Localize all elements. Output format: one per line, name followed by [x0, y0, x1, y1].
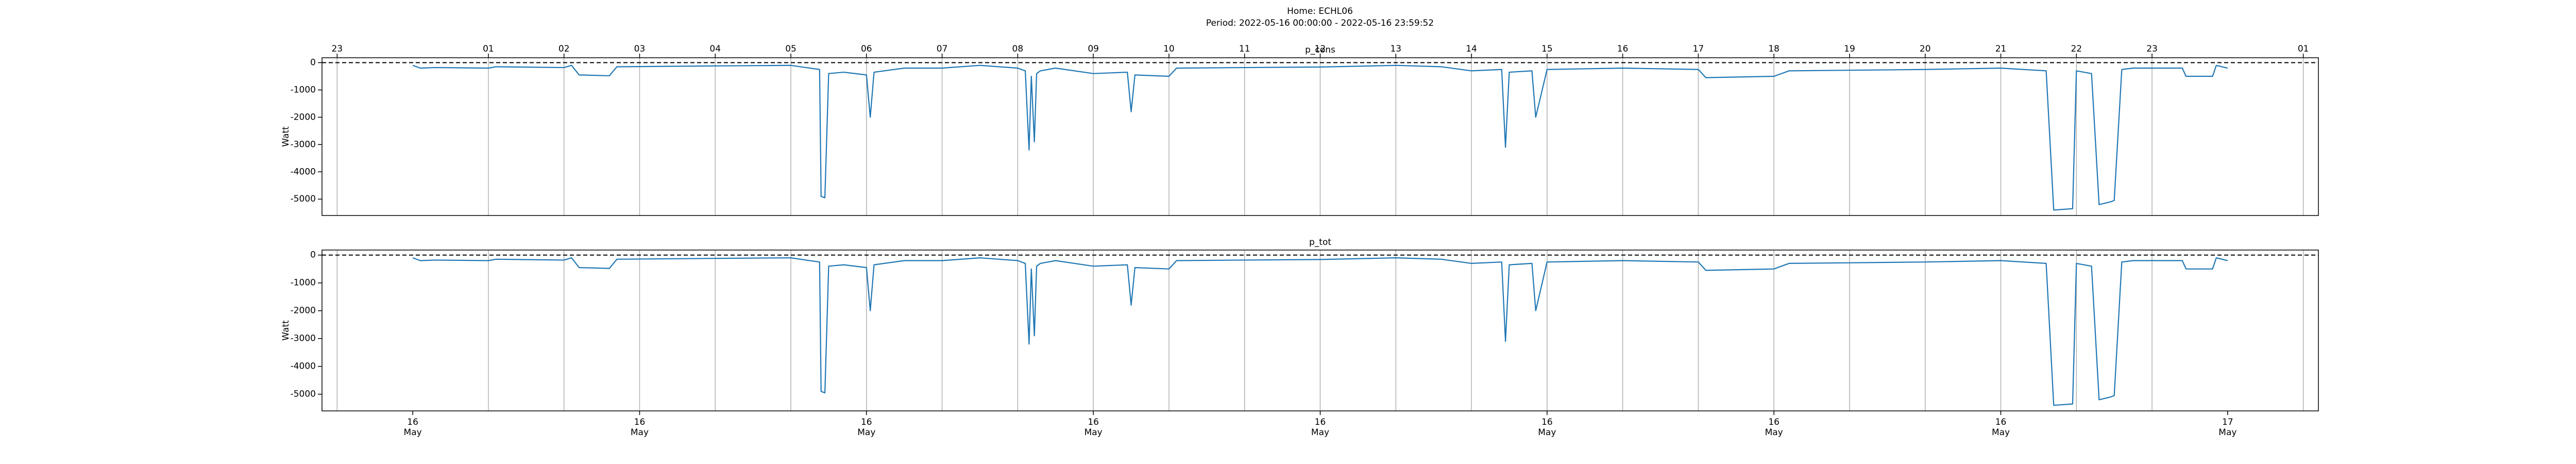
x2-tick-label: 07 — [937, 44, 948, 54]
y-tick-label: -4000 — [291, 361, 316, 372]
x-tick-label: 16 May — [1538, 417, 1556, 438]
x-tick-label: 16 May — [1991, 417, 2010, 438]
data-line — [412, 257, 2228, 406]
y-tick-label: -5000 — [291, 194, 316, 204]
x2-tick-label: 06 — [861, 44, 872, 54]
panel-title: p_cons — [1305, 45, 1335, 55]
panel-title: p_tot — [1309, 237, 1331, 247]
x2-tick-label: 21 — [1995, 44, 2007, 54]
x-tick-label: 16 May — [403, 417, 422, 438]
x2-tick-label: 13 — [1390, 44, 1401, 54]
data-line — [412, 64, 2228, 211]
plot-frame — [321, 250, 2319, 411]
x2-tick-label: 05 — [785, 44, 796, 54]
x2-tick-label: 23 — [332, 44, 343, 54]
y-tick-label: -3000 — [291, 334, 316, 344]
x-tick-label: 16 May — [1311, 417, 1330, 438]
y-tick-label: -3000 — [291, 139, 316, 150]
x2-tick-label: 04 — [709, 44, 721, 54]
y-tick-label: -1000 — [291, 85, 316, 95]
x-tick-label: 16 May — [1084, 417, 1103, 438]
plot-frame — [321, 57, 2319, 216]
y-axis-label: Watt — [281, 320, 291, 341]
x2-tick-label: 18 — [1768, 44, 1780, 54]
x2-tick-label: 03 — [634, 44, 646, 54]
x2-tick-label: 01 — [2298, 44, 2309, 54]
x2-tick-label: 20 — [1920, 44, 1931, 54]
x2-tick-label: 16 — [1617, 44, 1629, 54]
x2-tick-label: 09 — [1088, 44, 1099, 54]
y-tick-label: 0 — [310, 58, 316, 68]
y-tick-label: 0 — [310, 250, 316, 260]
x-tick-label: 17 May — [2218, 417, 2237, 438]
x2-tick-label: 22 — [2071, 44, 2082, 54]
x2-tick-label: 19 — [1844, 44, 1855, 54]
x2-tick-label: 17 — [1693, 44, 1704, 54]
x2-tick-label: 11 — [1239, 44, 1250, 54]
figure-subtitle: Period: 2022-05-16 00:00:00 - 2022-05-16… — [1206, 18, 1434, 28]
x2-tick-label: 12 — [1315, 44, 1326, 54]
x2-tick-label: 01 — [483, 44, 494, 54]
y-tick-label: -1000 — [291, 278, 316, 288]
y-axis-label: Watt — [281, 126, 291, 147]
x-tick-label: 16 May — [1765, 417, 1783, 438]
x2-tick-label: 15 — [1541, 44, 1553, 54]
x2-tick-label: 08 — [1012, 44, 1024, 54]
y-tick-label: -2000 — [291, 112, 316, 122]
x2-tick-label: 02 — [558, 44, 570, 54]
y-tick-label: -5000 — [291, 389, 316, 400]
x-tick-label: 16 May — [630, 417, 649, 438]
x-tick-label: 16 May — [857, 417, 876, 438]
x2-tick-label: 10 — [1163, 44, 1175, 54]
x2-tick-label: 23 — [2146, 44, 2158, 54]
figure-title: Home: ECHL06 — [1287, 6, 1353, 16]
x2-tick-label: 14 — [1466, 44, 1477, 54]
y-tick-label: -4000 — [291, 167, 316, 177]
y-tick-label: -2000 — [291, 306, 316, 316]
